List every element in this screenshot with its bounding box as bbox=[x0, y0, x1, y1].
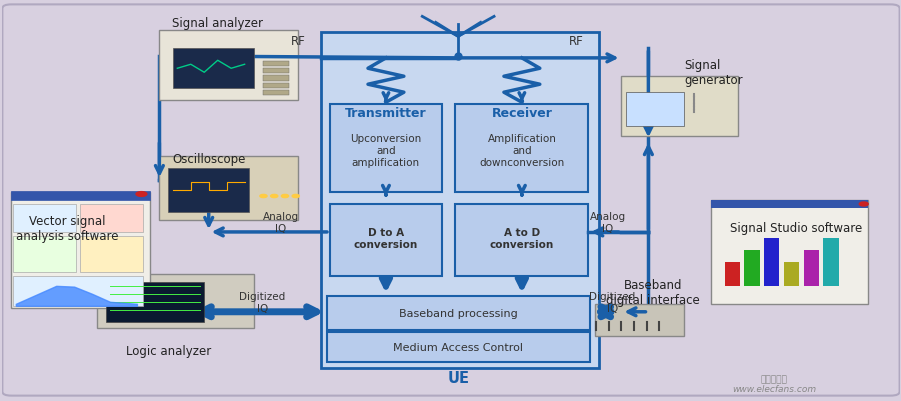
Circle shape bbox=[259, 195, 267, 198]
Circle shape bbox=[136, 192, 147, 197]
Text: Digitized
IQ: Digitized IQ bbox=[589, 291, 635, 313]
FancyBboxPatch shape bbox=[711, 200, 869, 304]
FancyBboxPatch shape bbox=[80, 236, 143, 272]
FancyBboxPatch shape bbox=[330, 205, 442, 276]
FancyBboxPatch shape bbox=[168, 169, 249, 213]
Text: Medium Access Control: Medium Access Control bbox=[393, 342, 523, 352]
FancyBboxPatch shape bbox=[595, 304, 684, 336]
FancyBboxPatch shape bbox=[330, 105, 442, 192]
Text: Digitized
IQ: Digitized IQ bbox=[240, 291, 286, 313]
FancyBboxPatch shape bbox=[626, 93, 684, 127]
FancyBboxPatch shape bbox=[14, 205, 76, 232]
Text: UE: UE bbox=[447, 370, 469, 385]
Text: Signal analyzer: Signal analyzer bbox=[172, 17, 263, 30]
FancyBboxPatch shape bbox=[321, 33, 599, 368]
FancyBboxPatch shape bbox=[14, 276, 143, 306]
FancyBboxPatch shape bbox=[262, 91, 289, 96]
FancyBboxPatch shape bbox=[14, 236, 76, 272]
Text: RF: RF bbox=[291, 35, 305, 48]
Text: RF: RF bbox=[569, 35, 584, 48]
FancyBboxPatch shape bbox=[262, 62, 289, 67]
Text: Signal Studio software: Signal Studio software bbox=[731, 222, 862, 235]
FancyBboxPatch shape bbox=[327, 296, 590, 330]
Text: Logic analyzer: Logic analyzer bbox=[126, 344, 211, 357]
FancyBboxPatch shape bbox=[3, 5, 899, 396]
FancyBboxPatch shape bbox=[173, 49, 253, 89]
FancyBboxPatch shape bbox=[744, 250, 760, 286]
FancyBboxPatch shape bbox=[80, 205, 143, 232]
FancyBboxPatch shape bbox=[622, 77, 738, 137]
Text: Baseband
digital interface: Baseband digital interface bbox=[606, 278, 700, 306]
FancyBboxPatch shape bbox=[784, 262, 799, 286]
FancyBboxPatch shape bbox=[456, 205, 588, 276]
FancyBboxPatch shape bbox=[105, 282, 205, 322]
Text: A to D
conversion: A to D conversion bbox=[490, 227, 554, 249]
Text: Analog
IQ: Analog IQ bbox=[262, 212, 298, 233]
FancyBboxPatch shape bbox=[12, 192, 150, 200]
Text: Vector signal
analysis software: Vector signal analysis software bbox=[15, 215, 118, 242]
Text: Receiver: Receiver bbox=[491, 106, 552, 119]
Text: Amplification
and
downconversion: Amplification and downconversion bbox=[479, 134, 565, 167]
FancyBboxPatch shape bbox=[824, 238, 839, 286]
Circle shape bbox=[281, 195, 288, 198]
FancyBboxPatch shape bbox=[262, 69, 289, 74]
FancyBboxPatch shape bbox=[12, 192, 150, 308]
Text: 电子发烧友
www.elecfans.com: 电子发烧友 www.elecfans.com bbox=[732, 374, 816, 393]
FancyBboxPatch shape bbox=[456, 105, 588, 192]
Circle shape bbox=[270, 195, 278, 198]
FancyBboxPatch shape bbox=[262, 83, 289, 89]
FancyBboxPatch shape bbox=[159, 31, 298, 101]
FancyBboxPatch shape bbox=[96, 274, 253, 328]
FancyBboxPatch shape bbox=[159, 157, 298, 221]
Text: Signal
generator: Signal generator bbox=[684, 59, 743, 87]
Text: Upconversion
and
amplification: Upconversion and amplification bbox=[350, 134, 422, 167]
Text: Transmitter: Transmitter bbox=[345, 106, 427, 119]
Text: Analog
IQ: Analog IQ bbox=[590, 212, 626, 233]
Text: Oscilloscope: Oscilloscope bbox=[172, 153, 245, 166]
Text: Baseband processing: Baseband processing bbox=[399, 308, 517, 318]
Circle shape bbox=[292, 195, 299, 198]
FancyBboxPatch shape bbox=[764, 238, 779, 286]
FancyBboxPatch shape bbox=[327, 332, 590, 362]
FancyBboxPatch shape bbox=[724, 262, 740, 286]
Text: D to A
conversion: D to A conversion bbox=[354, 227, 418, 249]
FancyBboxPatch shape bbox=[804, 250, 819, 286]
FancyBboxPatch shape bbox=[262, 76, 289, 81]
Circle shape bbox=[860, 203, 869, 207]
FancyBboxPatch shape bbox=[711, 200, 869, 209]
